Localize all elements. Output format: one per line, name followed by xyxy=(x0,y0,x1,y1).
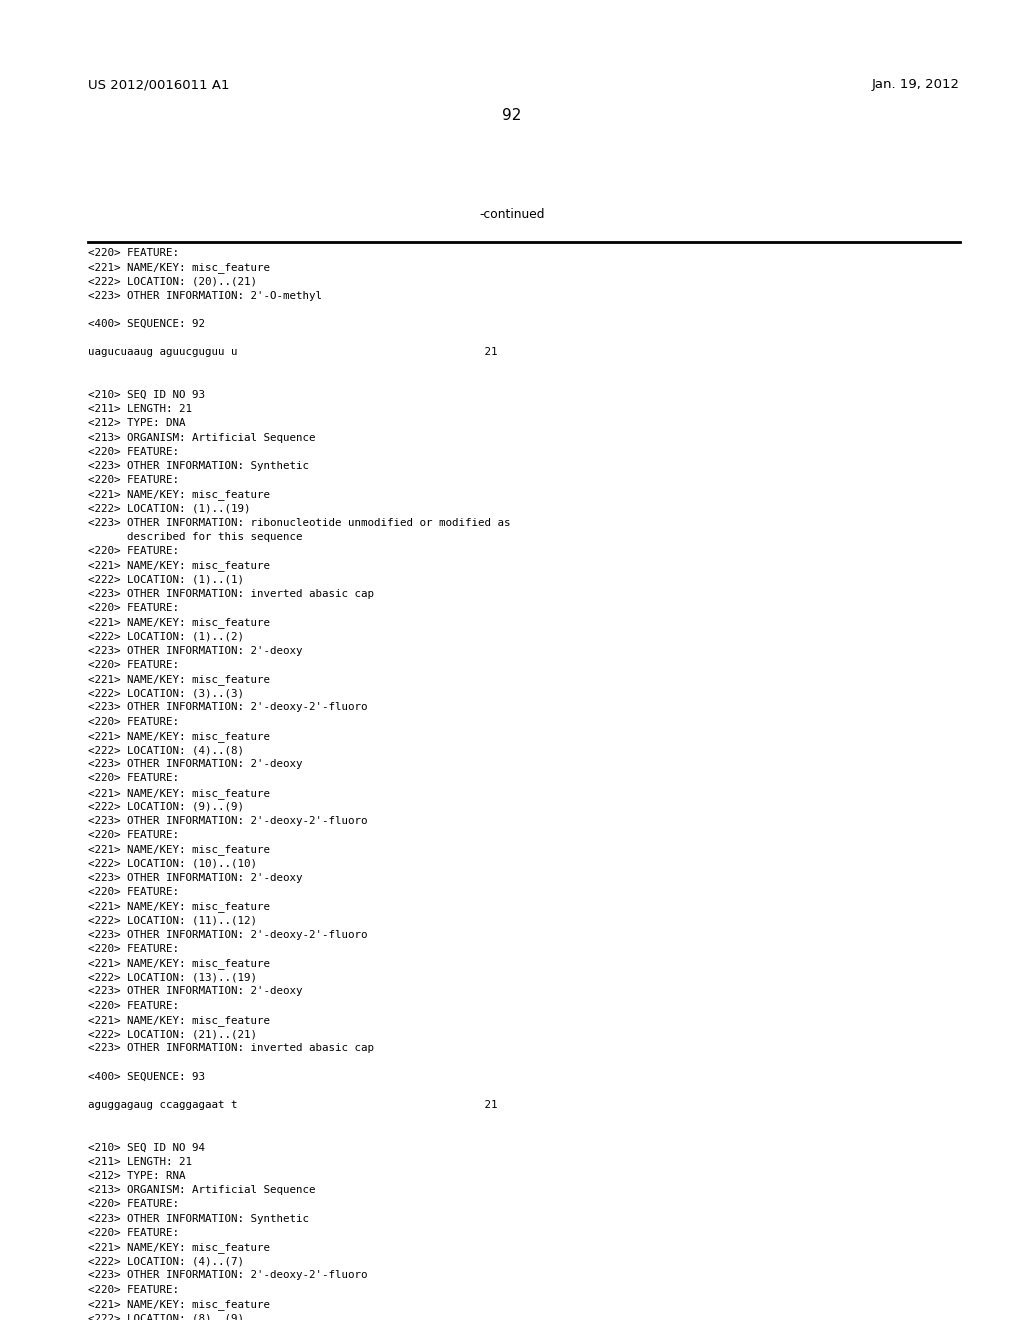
Text: <221> NAME/KEY: misc_feature: <221> NAME/KEY: misc_feature xyxy=(88,1299,270,1309)
Text: <220> FEATURE:: <220> FEATURE: xyxy=(88,944,179,954)
Text: <223> OTHER INFORMATION: Synthetic: <223> OTHER INFORMATION: Synthetic xyxy=(88,461,309,471)
Text: <400> SEQUENCE: 93: <400> SEQUENCE: 93 xyxy=(88,1072,205,1081)
Text: <222> LOCATION: (1)..(2): <222> LOCATION: (1)..(2) xyxy=(88,631,244,642)
Text: <220> FEATURE:: <220> FEATURE: xyxy=(88,603,179,612)
Text: <212> TYPE: DNA: <212> TYPE: DNA xyxy=(88,418,185,429)
Text: US 2012/0016011 A1: US 2012/0016011 A1 xyxy=(88,78,229,91)
Text: <222> LOCATION: (20)..(21): <222> LOCATION: (20)..(21) xyxy=(88,276,257,286)
Text: <221> NAME/KEY: misc_feature: <221> NAME/KEY: misc_feature xyxy=(88,561,270,572)
Text: <222> LOCATION: (1)..(19): <222> LOCATION: (1)..(19) xyxy=(88,504,251,513)
Text: <221> NAME/KEY: misc_feature: <221> NAME/KEY: misc_feature xyxy=(88,675,270,685)
Text: <221> NAME/KEY: misc_feature: <221> NAME/KEY: misc_feature xyxy=(88,788,270,799)
Text: <221> NAME/KEY: misc_feature: <221> NAME/KEY: misc_feature xyxy=(88,490,270,500)
Text: <223> OTHER INFORMATION: 2'-deoxy: <223> OTHER INFORMATION: 2'-deoxy xyxy=(88,986,302,997)
Text: <223> OTHER INFORMATION: 2'-deoxy: <223> OTHER INFORMATION: 2'-deoxy xyxy=(88,645,302,656)
Text: <221> NAME/KEY: misc_feature: <221> NAME/KEY: misc_feature xyxy=(88,1242,270,1253)
Text: <220> FEATURE:: <220> FEATURE: xyxy=(88,887,179,898)
Text: -continued: -continued xyxy=(479,209,545,220)
Text: <220> FEATURE:: <220> FEATURE: xyxy=(88,774,179,783)
Text: <221> NAME/KEY: misc_feature: <221> NAME/KEY: misc_feature xyxy=(88,958,270,969)
Text: described for this sequence: described for this sequence xyxy=(88,532,302,543)
Text: <222> LOCATION: (1)..(1): <222> LOCATION: (1)..(1) xyxy=(88,574,244,585)
Text: <221> NAME/KEY: misc_feature: <221> NAME/KEY: misc_feature xyxy=(88,731,270,742)
Text: <222> LOCATION: (11)..(12): <222> LOCATION: (11)..(12) xyxy=(88,915,257,925)
Text: <222> LOCATION: (3)..(3): <222> LOCATION: (3)..(3) xyxy=(88,688,244,698)
Text: <213> ORGANISM: Artificial Sequence: <213> ORGANISM: Artificial Sequence xyxy=(88,433,315,442)
Text: <220> FEATURE:: <220> FEATURE: xyxy=(88,446,179,457)
Text: <223> OTHER INFORMATION: 2'-deoxy: <223> OTHER INFORMATION: 2'-deoxy xyxy=(88,759,302,770)
Text: aguggagaug ccaggagaat t                                      21: aguggagaug ccaggagaat t 21 xyxy=(88,1100,498,1110)
Text: <211> LENGTH: 21: <211> LENGTH: 21 xyxy=(88,404,193,414)
Text: <400> SEQUENCE: 92: <400> SEQUENCE: 92 xyxy=(88,319,205,329)
Text: <223> OTHER INFORMATION: Synthetic: <223> OTHER INFORMATION: Synthetic xyxy=(88,1213,309,1224)
Text: <222> LOCATION: (13)..(19): <222> LOCATION: (13)..(19) xyxy=(88,973,257,982)
Text: <223> OTHER INFORMATION: 2'-deoxy-2'-fluoro: <223> OTHER INFORMATION: 2'-deoxy-2'-flu… xyxy=(88,702,368,713)
Text: <220> FEATURE:: <220> FEATURE: xyxy=(88,1228,179,1238)
Text: <211> LENGTH: 21: <211> LENGTH: 21 xyxy=(88,1156,193,1167)
Text: <220> FEATURE:: <220> FEATURE: xyxy=(88,830,179,841)
Text: <223> OTHER INFORMATION: 2'-O-methyl: <223> OTHER INFORMATION: 2'-O-methyl xyxy=(88,290,322,301)
Text: <220> FEATURE:: <220> FEATURE: xyxy=(88,660,179,669)
Text: <221> NAME/KEY: misc_feature: <221> NAME/KEY: misc_feature xyxy=(88,618,270,628)
Text: Jan. 19, 2012: Jan. 19, 2012 xyxy=(872,78,961,91)
Text: <210> SEQ ID NO 93: <210> SEQ ID NO 93 xyxy=(88,389,205,400)
Text: <210> SEQ ID NO 94: <210> SEQ ID NO 94 xyxy=(88,1143,205,1152)
Text: <221> NAME/KEY: misc_feature: <221> NAME/KEY: misc_feature xyxy=(88,902,270,912)
Text: <213> ORGANISM: Artificial Sequence: <213> ORGANISM: Artificial Sequence xyxy=(88,1185,315,1195)
Text: <220> FEATURE:: <220> FEATURE: xyxy=(88,248,179,257)
Text: <222> LOCATION: (9)..(9): <222> LOCATION: (9)..(9) xyxy=(88,801,244,812)
Text: <220> FEATURE:: <220> FEATURE: xyxy=(88,717,179,726)
Text: <223> OTHER INFORMATION: ribonucleotide unmodified or modified as: <223> OTHER INFORMATION: ribonucleotide … xyxy=(88,517,511,528)
Text: uagucuaaug aguucguguu u                                      21: uagucuaaug aguucguguu u 21 xyxy=(88,347,498,358)
Text: <223> OTHER INFORMATION: 2'-deoxy-2'-fluoro: <223> OTHER INFORMATION: 2'-deoxy-2'-flu… xyxy=(88,816,368,826)
Text: <220> FEATURE:: <220> FEATURE: xyxy=(88,475,179,486)
Text: <223> OTHER INFORMATION: 2'-deoxy: <223> OTHER INFORMATION: 2'-deoxy xyxy=(88,873,302,883)
Text: 92: 92 xyxy=(503,108,521,123)
Text: <223> OTHER INFORMATION: 2'-deoxy-2'-fluoro: <223> OTHER INFORMATION: 2'-deoxy-2'-flu… xyxy=(88,1270,368,1280)
Text: <222> LOCATION: (4)..(8): <222> LOCATION: (4)..(8) xyxy=(88,744,244,755)
Text: <220> FEATURE:: <220> FEATURE: xyxy=(88,1200,179,1209)
Text: <212> TYPE: RNA: <212> TYPE: RNA xyxy=(88,1171,185,1181)
Text: <222> LOCATION: (4)..(7): <222> LOCATION: (4)..(7) xyxy=(88,1257,244,1266)
Text: <221> NAME/KEY: misc_feature: <221> NAME/KEY: misc_feature xyxy=(88,263,270,273)
Text: <223> OTHER INFORMATION: inverted abasic cap: <223> OTHER INFORMATION: inverted abasic… xyxy=(88,1043,374,1053)
Text: <222> LOCATION: (21)..(21): <222> LOCATION: (21)..(21) xyxy=(88,1030,257,1039)
Text: <222> LOCATION: (8)..(9): <222> LOCATION: (8)..(9) xyxy=(88,1313,244,1320)
Text: <223> OTHER INFORMATION: inverted abasic cap: <223> OTHER INFORMATION: inverted abasic… xyxy=(88,589,374,599)
Text: <220> FEATURE:: <220> FEATURE: xyxy=(88,1001,179,1011)
Text: <221> NAME/KEY: misc_feature: <221> NAME/KEY: misc_feature xyxy=(88,1015,270,1026)
Text: <220> FEATURE:: <220> FEATURE: xyxy=(88,1284,179,1295)
Text: <222> LOCATION: (10)..(10): <222> LOCATION: (10)..(10) xyxy=(88,858,257,869)
Text: <220> FEATURE:: <220> FEATURE: xyxy=(88,546,179,556)
Text: <223> OTHER INFORMATION: 2'-deoxy-2'-fluoro: <223> OTHER INFORMATION: 2'-deoxy-2'-flu… xyxy=(88,929,368,940)
Text: <221> NAME/KEY: misc_feature: <221> NAME/KEY: misc_feature xyxy=(88,845,270,855)
